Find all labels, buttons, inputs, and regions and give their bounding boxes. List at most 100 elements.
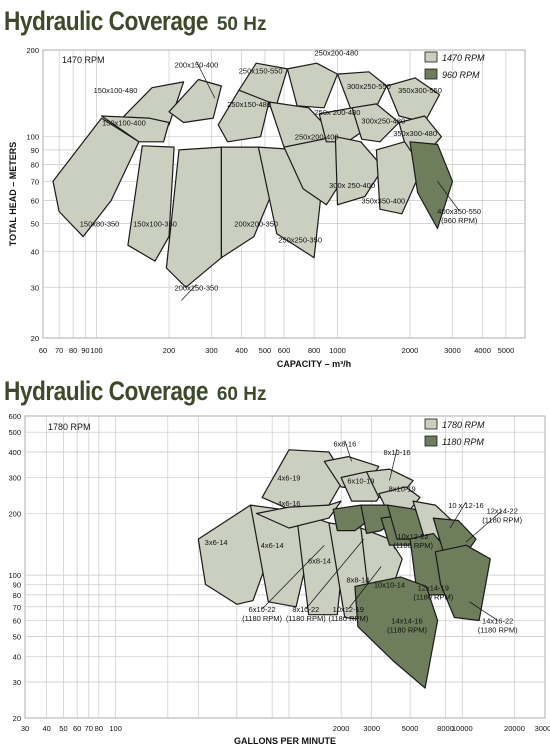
x-tick-label: 80 <box>95 724 103 733</box>
y-tick-label: 500 <box>8 428 21 437</box>
region-label: 150x80-350 <box>80 219 120 228</box>
region-label: 8x10-22 <box>292 605 319 614</box>
coverage-200x150-350 <box>165 146 222 288</box>
legend-swatch <box>424 435 438 447</box>
coverage-200x200-350 <box>220 146 278 259</box>
leader-line <box>305 538 365 610</box>
x-tick-label: 70 <box>85 724 93 733</box>
region-label: 6x10-19 <box>347 477 374 486</box>
region-label-sub: (1180 RPM) <box>393 541 433 550</box>
chart-50hz-title: Hydraulic Coverage <box>4 6 208 36</box>
coverage-250x150-480 <box>217 89 270 143</box>
leader-line <box>181 284 197 301</box>
region-label: 4x6-16 <box>277 499 300 508</box>
region-label: 250x200-400 <box>295 133 339 142</box>
region-label: 350x300-550 <box>398 86 442 95</box>
coverage-350x300-550 <box>386 77 441 124</box>
legend-label: 960 RPM <box>442 70 480 80</box>
leader-line <box>449 501 467 529</box>
leader-line <box>261 544 325 610</box>
region-label: 250x200-480 <box>315 49 359 58</box>
x-tick-label: 20000 <box>504 724 525 733</box>
region-label: 10x12-22 <box>397 532 428 541</box>
speed-label-50hz: 1470 RPM <box>62 55 105 65</box>
coverage-300x250-550 <box>336 71 388 115</box>
region-label: 14x14-16 <box>391 616 422 625</box>
y-tick-label: 200 <box>26 46 39 55</box>
y-tick-label: 80 <box>31 161 39 170</box>
coverage-14x14-16-1180-rpm <box>354 576 439 689</box>
coverage-300x250-480 <box>351 103 400 143</box>
y-tick-label: 40 <box>31 247 39 256</box>
x-tick-label: 5000 <box>498 346 515 355</box>
region-label-sub: (1180 RPM) <box>387 625 427 634</box>
x-tick-label: 80 <box>69 346 77 355</box>
region-label: 300x250-480 <box>361 116 405 125</box>
region-label: 12x14-22 <box>487 507 518 516</box>
region-label: 8x10-16 <box>383 448 410 457</box>
coverage-regions-50hz <box>52 62 454 288</box>
x-tick-label: 100 <box>109 724 122 733</box>
x-tick-label: 8000 <box>437 724 454 733</box>
y-tick-label: 30 <box>31 283 39 292</box>
chart-60hz: Hydraulic Coverage 60 Hz 30 40 50 60 70 80 100 2… <box>0 374 550 748</box>
x-tick-label: 3000 <box>363 724 380 733</box>
region-label: 10x10-14 <box>374 580 405 589</box>
region-label: 3x6-14 <box>205 538 228 547</box>
coverage-400x350-550-960-rpm <box>409 141 454 230</box>
region-label: 6x8-16 <box>333 440 356 449</box>
x-tick-label: 500 <box>259 346 272 355</box>
region-label: 8x10-19 <box>389 485 416 494</box>
region-label: 150x100-400 <box>102 119 146 128</box>
legend-swatch <box>424 51 438 63</box>
x-tick-label: 4000 <box>474 346 491 355</box>
coverage-200x150-400 <box>168 78 222 124</box>
chart-60hz-subtitle: 60 Hz <box>216 384 267 405</box>
region-label: 150x100-480 <box>94 86 138 95</box>
region-label: 250x150-550 <box>239 66 283 75</box>
y-tick-label: 70 <box>31 177 39 186</box>
x-tick-label: 600 <box>278 346 291 355</box>
leader-line <box>469 601 498 621</box>
x-tick-labels-50hz: 60 70 80 90 100 200 300 400 500 600 800 1000 2000 300… <box>39 346 514 355</box>
coverage-150x100-400 <box>100 115 170 143</box>
region-label: 12x14-19 <box>418 584 449 593</box>
region-label: 150x100-350 <box>133 219 177 228</box>
coverage-150x80-350 <box>52 117 140 238</box>
x-tick-label: 2000 <box>402 346 419 355</box>
region-labels-60hz: 3x6-14 4x6-14 6x8-14 8x8-14 10x10-14 4x6-19 4x… <box>205 440 523 635</box>
coverage-350x350-400 <box>375 141 423 215</box>
legend-50hz: 1470 RPM 960 RPM <box>424 51 485 80</box>
y-axis-label-50hz: TOTAL HEAD – METERS <box>8 142 18 247</box>
region-label-sub: (1180 RPM) <box>328 614 368 623</box>
x-tick-label: 90 <box>81 346 89 355</box>
region-label: 350x350-400 <box>361 197 405 206</box>
leader-line <box>389 448 398 481</box>
legend-label: 1470 RPM <box>442 53 485 63</box>
region-label: 4x6-19 <box>277 474 300 483</box>
leader-line <box>348 566 382 610</box>
region-label: 350x300-480 <box>393 129 437 138</box>
leader-line <box>437 181 460 211</box>
coverage-regions-60hz <box>197 449 491 689</box>
y-tick-label: 90 <box>13 580 21 589</box>
region-label: 4x6-14 <box>261 541 284 550</box>
y-tick-label: 90 <box>31 146 39 155</box>
region-label-sub: (1180 RPM) <box>286 614 326 623</box>
legend-60hz: 1780 RPM 1180 RPM <box>424 418 485 447</box>
y-tick-labels-50hz: 20 30 40 50 60 70 80 90 100 200 <box>26 46 39 343</box>
region-label: 250x150-480 <box>227 100 271 109</box>
region-label: 6x8-14 <box>308 556 331 565</box>
y-tick-label: 40 <box>13 652 21 661</box>
chart-60hz-title: Hydraulic Coverage <box>4 376 208 406</box>
region-label: 8x8-14 <box>346 576 369 585</box>
x-tick-label: 100 <box>90 346 103 355</box>
chart-50hz-subtitle: 50 Hz <box>216 14 267 35</box>
y-tick-label: 50 <box>13 633 21 642</box>
leader-line <box>465 510 503 543</box>
x-axis-label-50hz: CAPACITY – m³/h <box>277 359 351 369</box>
region-label: 200x150-400 <box>175 61 219 70</box>
